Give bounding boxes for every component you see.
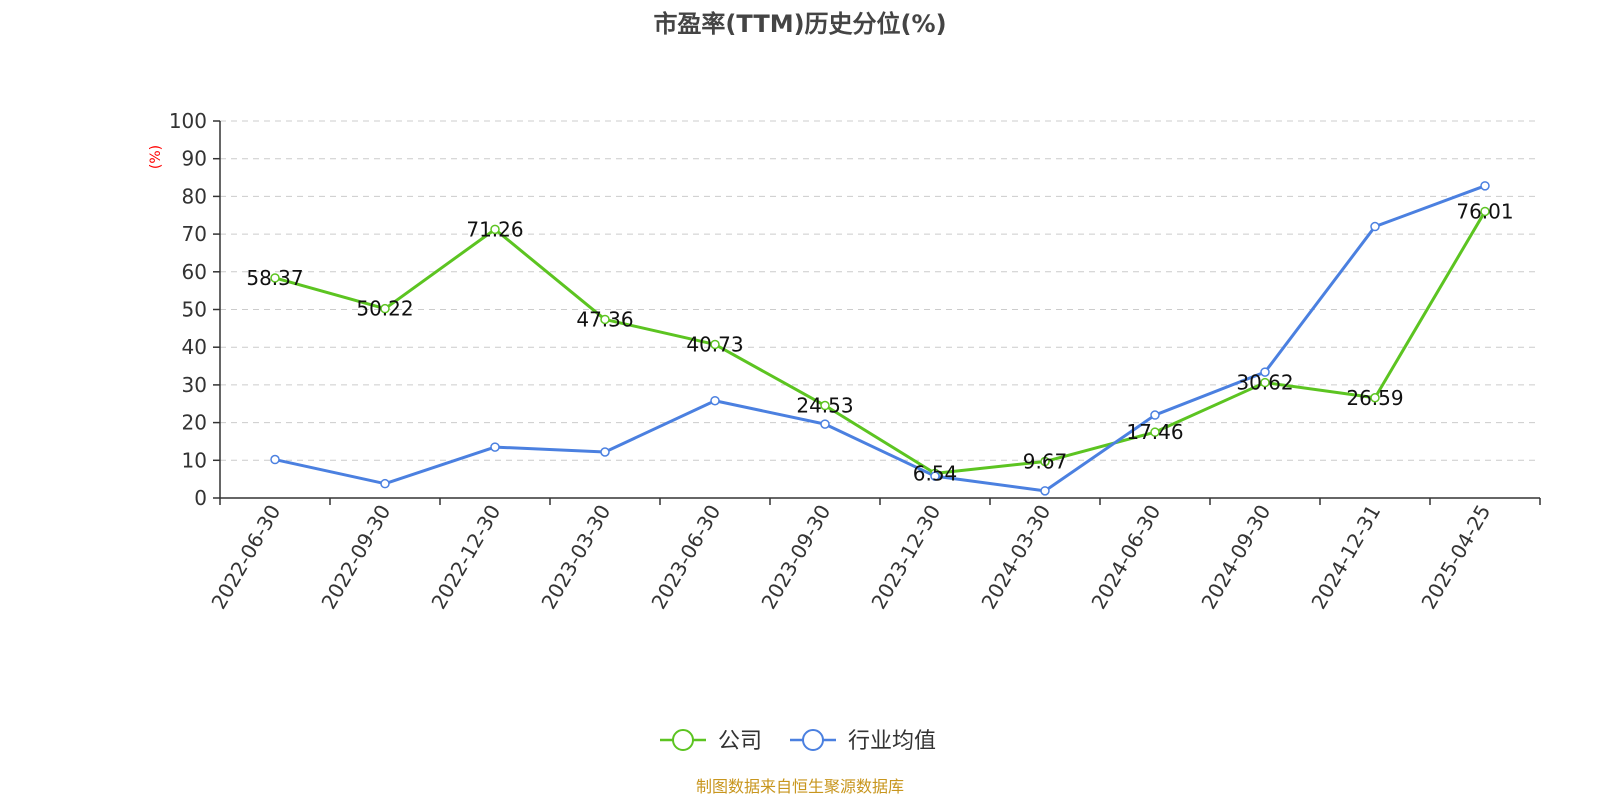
x-tick-label: 2024-12-31 bbox=[1306, 501, 1385, 614]
data-point-company bbox=[1260, 377, 1270, 388]
data-point-industry bbox=[490, 442, 500, 452]
y-tick-label: 90 bbox=[182, 147, 207, 171]
data-point-industry bbox=[820, 419, 830, 429]
y-tick-label: 20 bbox=[182, 411, 207, 435]
y-tick-label: 60 bbox=[182, 260, 207, 284]
legend-label-industry: 行业均值 bbox=[848, 729, 936, 754]
series-layer bbox=[270, 181, 1490, 496]
data-point-industry bbox=[1370, 221, 1380, 232]
data-point-industry bbox=[600, 447, 610, 457]
y-axis-unit: (%) bbox=[148, 145, 164, 169]
legend-item-industry[interactable]: 行业均值 bbox=[790, 729, 936, 754]
legend-marker-company bbox=[672, 729, 694, 751]
data-label-company: 17.46 bbox=[1126, 420, 1183, 444]
y-tick-label: 10 bbox=[182, 448, 207, 472]
x-tick-label: 2023-06-30 bbox=[646, 501, 725, 614]
data-label-company: 71.26 bbox=[466, 217, 523, 241]
legend-label-company: 公司 bbox=[718, 729, 762, 754]
data-source-note: 制图数据来自恒生聚源数据库 bbox=[696, 777, 904, 796]
data-label-company: 40.73 bbox=[686, 332, 743, 356]
x-tick-label: 2023-03-30 bbox=[536, 501, 615, 614]
data-point-company bbox=[1480, 206, 1490, 217]
data-point-company bbox=[1370, 393, 1380, 403]
x-tick-label: 2024-03-30 bbox=[976, 501, 1055, 614]
data-labels: 58.37 50.22 71.26 47.36 40.73 24.53 6.54 9.67 17… bbox=[246, 199, 1513, 485]
x-tick-label: 2022-06-30 bbox=[206, 501, 285, 614]
legend-marker-industry bbox=[802, 729, 824, 751]
data-point-industry bbox=[710, 395, 720, 406]
data-label-company: 26.59 bbox=[1346, 386, 1403, 410]
legend: 公司 行业均值 bbox=[660, 729, 936, 754]
x-tick-label: 2024-06-30 bbox=[1086, 501, 1165, 614]
data-point-company bbox=[380, 303, 390, 314]
data-point-company bbox=[490, 224, 500, 235]
y-tick-label: 80 bbox=[182, 184, 207, 208]
data-point-industry bbox=[270, 454, 280, 465]
data-label-company: 76.01 bbox=[1456, 199, 1513, 223]
x-tick-label: 2023-12-30 bbox=[866, 501, 945, 614]
x-tick-label: 2022-12-30 bbox=[426, 501, 505, 614]
y-tick-label: 70 bbox=[182, 222, 207, 246]
data-point-industry bbox=[1150, 410, 1160, 420]
series-line-industry bbox=[274, 184, 1486, 493]
axes: 0 10 20 30 40 50 60 70 80 90 100 2022-06-30 2022-09-… bbox=[169, 109, 1541, 614]
data-point-industry bbox=[1040, 486, 1050, 496]
chart-title: 市盈率(TTM)历史分位(%) bbox=[653, 10, 946, 38]
data-point-company bbox=[1040, 456, 1050, 467]
grid bbox=[220, 120, 1540, 461]
data-point-company bbox=[600, 314, 610, 325]
data-label-company: 24.53 bbox=[796, 394, 853, 418]
x-tick-label: 2023-09-30 bbox=[756, 501, 835, 614]
y-tick-label: 0 bbox=[194, 486, 207, 510]
data-point-industry bbox=[380, 478, 390, 489]
data-point-company bbox=[820, 400, 830, 411]
data-label-company: 50.22 bbox=[356, 297, 413, 321]
data-point-industry bbox=[1480, 181, 1490, 191]
data-label-company: 30.62 bbox=[1236, 371, 1293, 395]
legend-item-company[interactable]: 公司 bbox=[660, 729, 762, 754]
data-label-company: 9.67 bbox=[1023, 450, 1068, 474]
y-tick-label: 100 bbox=[169, 109, 207, 133]
y-tick-label: 50 bbox=[182, 298, 207, 322]
data-label-company: 6.54 bbox=[913, 461, 958, 485]
x-tick-label: 2024-09-30 bbox=[1196, 501, 1275, 614]
x-tick-label: 2022-09-30 bbox=[316, 501, 395, 614]
data-point-company bbox=[1150, 427, 1160, 437]
series-line-company bbox=[274, 210, 1487, 475]
data-label-company: 58.37 bbox=[246, 266, 303, 290]
data-point-company bbox=[710, 339, 720, 350]
x-tick-label: 2025-04-25 bbox=[1416, 501, 1495, 614]
data-label-company: 47.36 bbox=[576, 307, 633, 331]
y-tick-label: 40 bbox=[182, 335, 207, 359]
data-point-company bbox=[270, 273, 280, 283]
y-tick-label: 30 bbox=[182, 373, 207, 397]
data-point-industry bbox=[1260, 367, 1270, 377]
data-point-industry bbox=[930, 471, 940, 481]
